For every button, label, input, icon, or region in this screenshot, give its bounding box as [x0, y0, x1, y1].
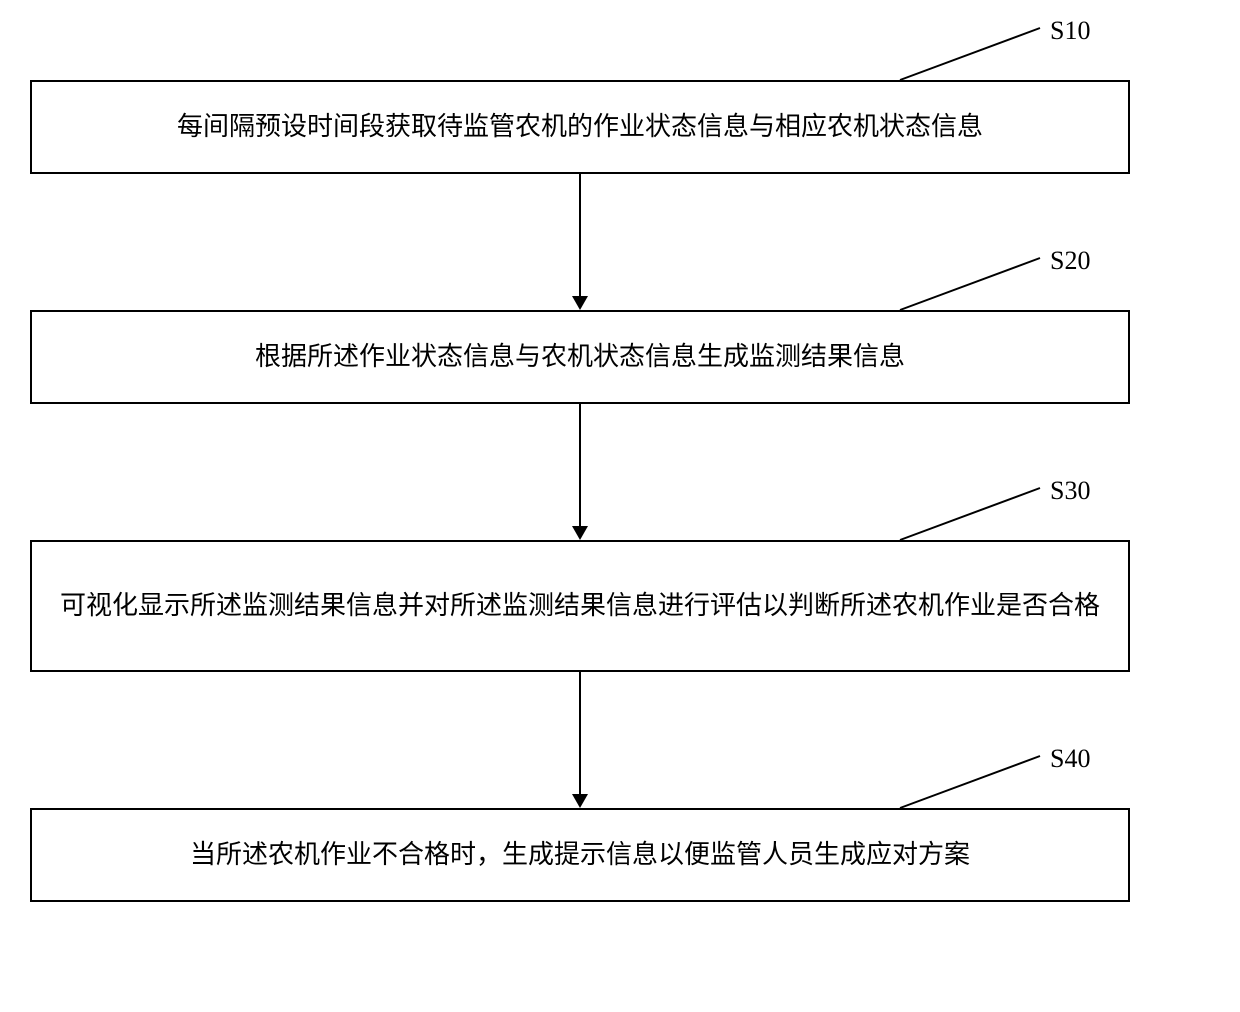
step-box-s40: 当所述农机作业不合格时，生成提示信息以便监管人员生成应对方案: [30, 808, 1130, 902]
flowchart-container: 每间隔预设时间段获取待监管农机的作业状态信息与相应农机状态信息 S10 根据所述…: [0, 0, 1240, 1012]
step-label-s30: S30: [1050, 476, 1090, 506]
step-label-s10: S10: [1050, 16, 1090, 46]
connector-s20-s30: [579, 404, 581, 526]
connector-s30-s40: [579, 672, 581, 794]
step-text-s20: 根据所述作业状态信息与农机状态信息生成监测结果信息: [255, 334, 905, 381]
arrow-s10-s20: [572, 296, 588, 310]
step-box-s20: 根据所述作业状态信息与农机状态信息生成监测结果信息: [30, 310, 1130, 404]
arrow-s30-s40: [572, 794, 588, 808]
step-text-s10: 每间隔预设时间段获取待监管农机的作业状态信息与相应农机状态信息: [177, 104, 983, 151]
step-label-s40: S40: [1050, 744, 1090, 774]
step-box-s10: 每间隔预设时间段获取待监管农机的作业状态信息与相应农机状态信息: [30, 80, 1130, 174]
step-text-s40: 当所述农机作业不合格时，生成提示信息以便监管人员生成应对方案: [190, 832, 970, 879]
connector-s10-s20: [579, 174, 581, 296]
step-label-s20: S20: [1050, 246, 1090, 276]
step-box-s30: 可视化显示所述监测结果信息并对所述监测结果信息进行评估以判断所述农机作业是否合格: [30, 540, 1130, 672]
step-text-s30: 可视化显示所述监测结果信息并对所述监测结果信息进行评估以判断所述农机作业是否合格: [60, 583, 1100, 630]
arrow-s20-s30: [572, 526, 588, 540]
